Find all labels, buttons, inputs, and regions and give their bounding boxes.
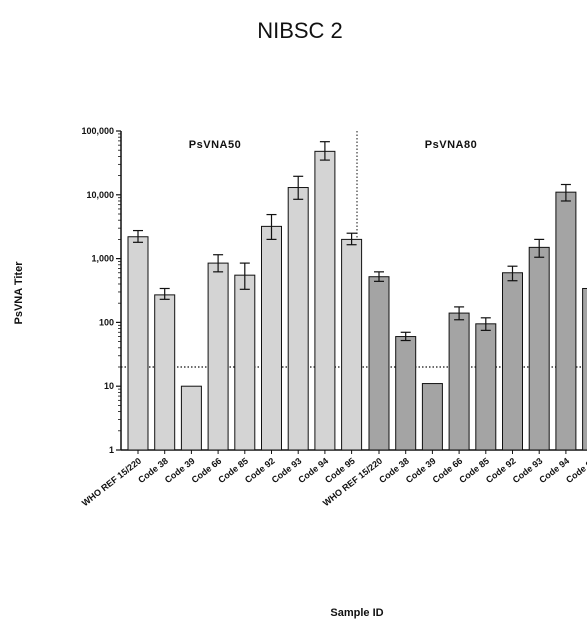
y-tick-label: 100,000 — [81, 126, 114, 136]
bar — [287, 187, 309, 451]
y-tick-label: 1 — [109, 445, 114, 455]
bar — [502, 272, 523, 451]
bar — [448, 312, 470, 451]
y-tick-label: 10,000 — [86, 190, 114, 200]
series-label: PsVNA80 — [425, 139, 477, 151]
x-axis-label: Sample ID — [330, 607, 383, 619]
bar — [368, 276, 390, 451]
y-axis-label: PsVNA Titer — [13, 261, 25, 325]
y-tick-label: 100 — [99, 317, 114, 327]
bar — [528, 246, 550, 451]
bar — [261, 225, 282, 451]
y-tick-label: 1,000 — [91, 254, 114, 264]
chart-title: NIBSC 2 — [257, 18, 343, 43]
bar — [421, 383, 443, 451]
bar — [127, 236, 149, 451]
bar — [314, 150, 336, 451]
bar — [207, 262, 229, 451]
series-label: PsVNA50 — [189, 139, 241, 151]
bar — [582, 287, 587, 451]
bar — [395, 336, 417, 451]
x-tick-label: WHO REF 15/220 — [80, 456, 143, 509]
bar — [475, 323, 497, 451]
plot-area: 1 10 100 1,000 10,000 100,000 PsVNA50 WHO REF 1… — [80, 126, 587, 508]
bar — [234, 274, 256, 451]
bar — [154, 294, 176, 451]
bar — [341, 238, 363, 451]
y-tick-label: 10 — [104, 381, 114, 391]
bar — [180, 385, 202, 451]
bar — [555, 191, 577, 451]
